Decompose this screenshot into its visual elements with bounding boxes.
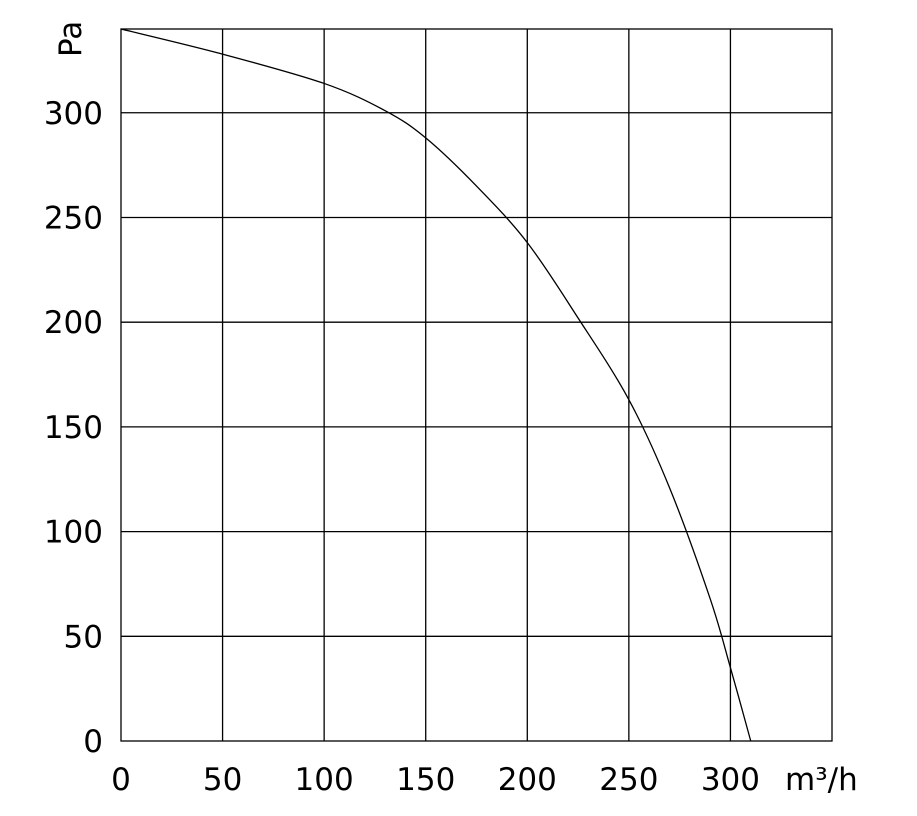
y-tick-labels: 0 50 100 150 200 250 300 (44, 96, 103, 760)
grid (120, 28, 833, 742)
pressure-curve (120, 28, 752, 742)
y-tick-label: 0 (83, 724, 103, 760)
x-tick-labels: 0 50 100 150 200 250 300 (111, 762, 760, 798)
plot-frame (120, 28, 833, 742)
y-tick-label: 50 (64, 619, 103, 655)
x-axis-label: m³/h (785, 762, 858, 798)
x-tick-label: 200 (498, 762, 557, 798)
y-tick-label: 200 (44, 305, 103, 341)
x-tick-label: 150 (396, 762, 455, 798)
x-tick-label: 0 (111, 762, 131, 798)
x-tick-label: 250 (599, 762, 658, 798)
y-axis-label: Pa (53, 21, 89, 57)
y-tick-label: 100 (44, 515, 103, 551)
x-tick-label: 300 (701, 762, 760, 798)
y-tick-label: 150 (44, 410, 103, 446)
y-tick-label: 250 (44, 200, 103, 236)
y-tick-label: 300 (44, 96, 103, 132)
curve-layer (120, 28, 752, 742)
x-tick-label: 100 (295, 762, 354, 798)
x-tick-label: 50 (203, 762, 242, 798)
